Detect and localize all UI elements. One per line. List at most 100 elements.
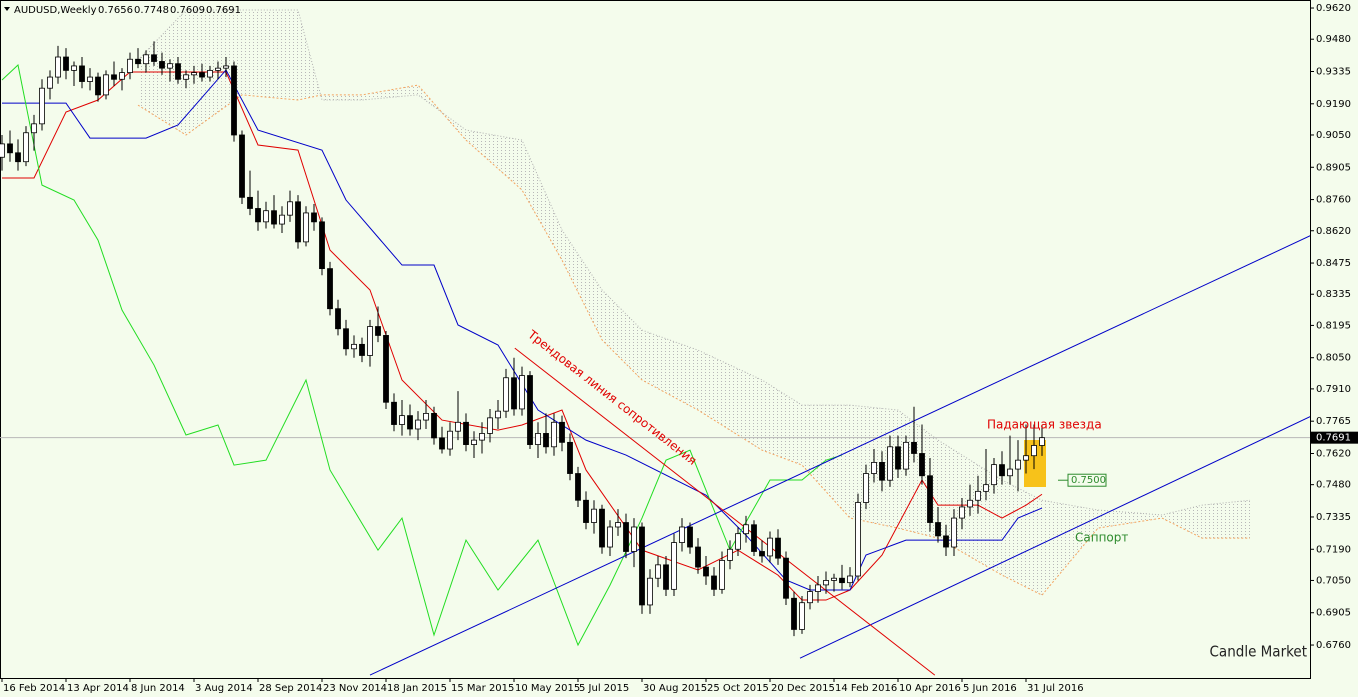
y-tick-label: 0.7050 xyxy=(1316,575,1351,586)
candle-body xyxy=(319,221,325,270)
y-tick-label: 0.7480 xyxy=(1316,480,1351,491)
candle-body xyxy=(127,58,133,74)
candle-body xyxy=(631,526,637,552)
candle-body xyxy=(1015,459,1021,470)
x-tick-label: 14 Feb 2016 xyxy=(835,683,897,694)
candle-body xyxy=(823,580,829,586)
x-tick-label: 28 Sep 2014 xyxy=(259,683,322,694)
candle-body xyxy=(775,537,781,559)
x-tick-label: 5 Jul 2015 xyxy=(579,683,629,694)
x-tick-label: 18 Jan 2015 xyxy=(387,683,447,694)
candle-body xyxy=(279,214,285,225)
cloud xyxy=(138,10,1250,596)
senkou-span-a xyxy=(137,84,1250,596)
candle-body xyxy=(711,575,717,590)
last-price-box xyxy=(1310,431,1358,444)
plot-frame xyxy=(0,0,1311,679)
candle-body xyxy=(439,437,445,450)
x-tick-label: 5 Jun 2016 xyxy=(963,683,1017,694)
x-tick-label: 13 Apr 2014 xyxy=(67,683,129,694)
candle-body xyxy=(751,524,757,552)
candle-body xyxy=(311,212,317,223)
candle-body xyxy=(767,537,773,557)
candle-body xyxy=(287,201,293,216)
candle-body xyxy=(7,143,13,154)
candle-body xyxy=(599,508,605,548)
y-tick-label: 0.8050 xyxy=(1316,353,1351,364)
candle-body xyxy=(807,591,813,604)
candle-body xyxy=(567,441,573,474)
x-tick-label: 10 Apr 2016 xyxy=(899,683,961,694)
candle-body xyxy=(535,433,541,445)
candle-body xyxy=(1023,455,1029,461)
y-tick-label: 0.8475 xyxy=(1316,258,1351,269)
y-tick-label: 0.9620 xyxy=(1316,3,1351,14)
candle-body xyxy=(223,65,229,69)
candle-body xyxy=(255,208,261,223)
x-tick-label: 10 May 2015 xyxy=(515,683,580,694)
candle-body xyxy=(527,375,533,445)
candle-body xyxy=(351,343,357,350)
candle-body xyxy=(831,577,837,581)
candle-body xyxy=(431,412,437,439)
trend-line xyxy=(369,235,1310,676)
y-tick-label: 0.9335 xyxy=(1316,66,1351,77)
x-tick-label: 25 Oct 2015 xyxy=(707,683,769,694)
candle-body xyxy=(519,375,525,410)
candle-body xyxy=(183,74,189,80)
y-tick-label: 0.9480 xyxy=(1316,34,1351,45)
trend-line xyxy=(514,347,936,676)
header-low: 0.7609 xyxy=(170,5,205,16)
star-label: Падающая звезда xyxy=(987,418,1102,432)
candle-body xyxy=(839,577,845,584)
highlight xyxy=(1024,440,1046,487)
y-tick-label: 0.8620 xyxy=(1316,226,1351,237)
indicator-line xyxy=(2,69,1043,591)
y-tick-label: 0.8760 xyxy=(1316,195,1351,206)
candle-body xyxy=(247,196,253,209)
y-tick-label: 0.7620 xyxy=(1316,448,1351,459)
support-value-label: 0.7500 xyxy=(1071,475,1106,486)
candle-body xyxy=(1007,468,1013,477)
candle-body xyxy=(175,63,181,80)
candle-body xyxy=(423,412,429,421)
candle-body xyxy=(799,602,805,630)
candle-body xyxy=(743,524,749,535)
brand-label: Candle Market xyxy=(1210,643,1308,661)
x-tick-label: 3 Aug 2014 xyxy=(195,683,253,694)
candle-body xyxy=(447,430,453,450)
x-tick-label: 20 Dec 2015 xyxy=(771,683,835,694)
candle-body xyxy=(79,65,85,82)
y-tick-label: 0.9190 xyxy=(1316,99,1351,110)
candle-body xyxy=(271,210,277,225)
candle-body xyxy=(879,461,885,481)
y-tick-label: 0.7335 xyxy=(1316,512,1351,523)
indicator-line xyxy=(1,64,843,647)
candle-body xyxy=(31,123,37,134)
x-tick-label: 23 Nov 2014 xyxy=(323,683,387,694)
support-box xyxy=(1067,473,1107,487)
header-close: 0.7691 xyxy=(206,5,241,16)
candle-body xyxy=(55,56,61,78)
candle-body xyxy=(815,584,821,592)
y-tick-label: 0.6760 xyxy=(1316,640,1351,651)
candle-body xyxy=(695,546,701,568)
candle-body xyxy=(263,210,269,223)
candle-body xyxy=(151,54,157,62)
candle-body xyxy=(703,566,709,577)
last-price-label: 0.7691 xyxy=(1316,433,1351,444)
candle-body xyxy=(383,335,389,403)
candle-body xyxy=(23,132,29,163)
candle-body xyxy=(119,72,125,80)
candle-body xyxy=(343,328,349,350)
candle-body xyxy=(871,461,877,474)
candle-body xyxy=(919,453,925,477)
candle-body xyxy=(719,559,725,590)
candle-body xyxy=(367,326,373,356)
y-tick-label: 0.7190 xyxy=(1316,544,1351,555)
candle-body xyxy=(911,441,917,454)
candle-body xyxy=(231,65,237,136)
candle-body xyxy=(639,526,645,606)
y-tick-label: 0.7910 xyxy=(1316,384,1351,395)
